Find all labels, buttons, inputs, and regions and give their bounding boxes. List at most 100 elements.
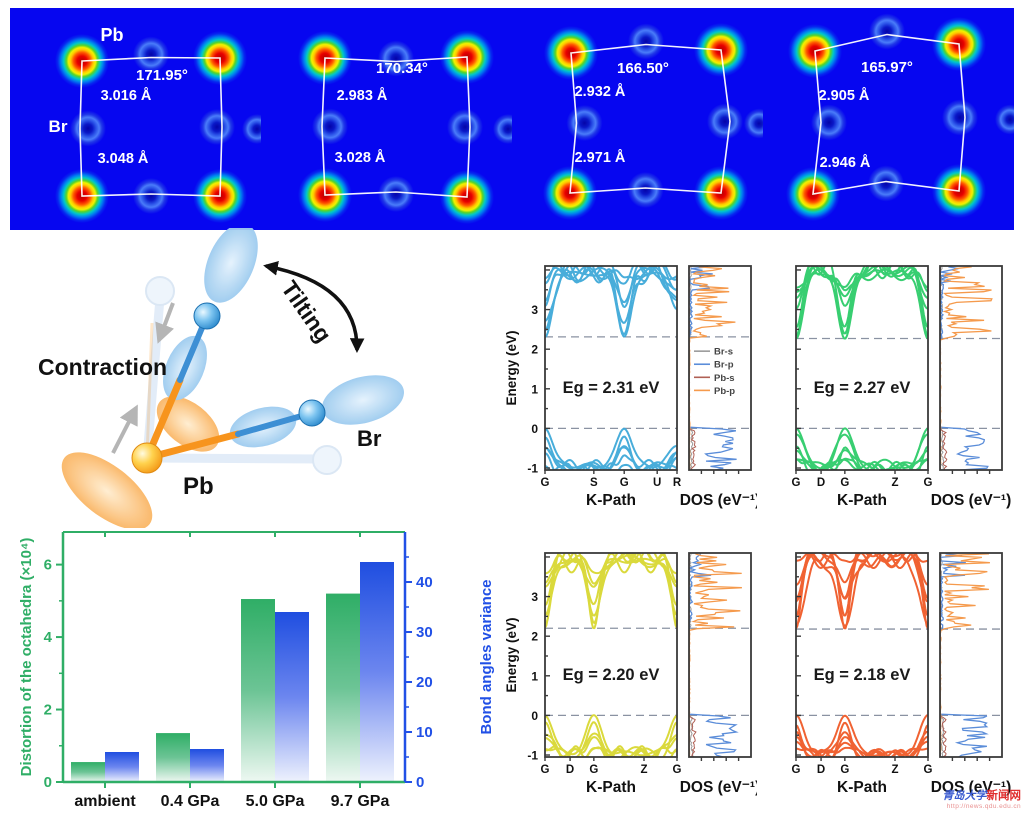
energy-tick-label: 1 — [531, 669, 538, 683]
pb-label: Pb — [183, 473, 214, 500]
br-atom-spot — [199, 109, 235, 145]
kpath-axis-title: K-Path — [586, 492, 636, 509]
band-structure-5.0GPa: -1 0 1 2 3 Energy (eV) G D G Z G K-Path DOS (eV⁻¹) Eg… — [504, 543, 760, 814]
charge-density-panel: Pb Br 171.95° 3.016 Å 3.048 Å — [10, 8, 261, 230]
left-axis-title: Distortion of the octahedra (×10⁴) — [18, 538, 35, 777]
energy-axis-title: Energy (eV) — [505, 617, 519, 692]
energy-tick-label: 1 — [531, 382, 538, 396]
kpoint-label: G — [589, 764, 598, 776]
charge-density-panel: 166.50° 2.932 Å 2.971 Å — [512, 8, 763, 230]
br-atom-spot — [312, 108, 348, 145]
br-atom-spot — [242, 114, 261, 144]
right-axis-tick-label: 30 — [416, 624, 433, 641]
kpoint-label: Z — [640, 764, 647, 776]
bond-length-top-label: 2.932 Å — [575, 83, 626, 100]
kpath-axis-title: K-Path — [837, 492, 887, 509]
bond-length-top-label: 2.905 Å — [819, 87, 870, 104]
br-atom-spot — [995, 104, 1014, 135]
kpoint-label: Z — [891, 477, 898, 489]
band-gap-label: Eg = 2.31 eV — [563, 379, 660, 397]
band-structure-0.4GPa: G D G Z G K-Path DOS (eV⁻¹) Eg = 2.27 eV — [772, 256, 1024, 528]
energy-tick-label: 3 — [531, 590, 538, 604]
energy-tick-label: 2 — [531, 630, 538, 644]
watermark: 青岛大学新闻网 http://news.qdu.edu.cn — [925, 787, 1022, 811]
pb-atom — [131, 442, 163, 474]
category-label: 0.4 GPa — [161, 793, 220, 810]
legend-label: Pb-s — [714, 373, 735, 384]
dos-curves — [940, 553, 990, 757]
br-text-label: Br — [49, 117, 68, 136]
kpoint-label: G — [840, 477, 849, 489]
octahedra-tilt-diagram: Contraction Tilting Br Pb — [38, 228, 405, 528]
right-axis-tick-label: 0 — [416, 774, 424, 791]
kpoint-label: G — [673, 764, 682, 776]
br-atom-spot — [70, 110, 106, 147]
octahedron-outline — [569, 43, 731, 194]
charge-density-panel: 165.97° 2.905 Å 2.946 Å — [763, 8, 1014, 230]
ghost-octahedron — [142, 276, 342, 475]
variance-bar — [105, 752, 139, 782]
right-axis-tick-label: 20 — [416, 674, 433, 691]
dos-axis-title: DOS (eV⁻¹) — [931, 492, 1012, 509]
energy-tick-label: -1 — [527, 462, 538, 476]
variance-bar — [190, 749, 224, 782]
br-atom-spot — [942, 99, 978, 136]
legend-label: Br-s — [714, 347, 733, 358]
bond-angle-label: 170.34° — [376, 60, 428, 77]
band-gap-label: Eg = 2.18 eV — [814, 666, 911, 684]
watermark-site-red: 新闻网 — [986, 790, 1022, 802]
kpoint-label: S — [590, 477, 598, 489]
kpoint-label: D — [817, 764, 825, 776]
left-axis-tick-label: 4 — [44, 629, 53, 646]
left-axis-tick-label: 6 — [44, 557, 52, 574]
category-label: 9.7 GPa — [331, 793, 390, 810]
contraction-arrows — [111, 302, 175, 454]
kpoint-label: G — [792, 477, 801, 489]
band-gap-label: Eg = 2.20 eV — [563, 666, 660, 684]
br-atom-spot — [811, 104, 847, 141]
kpoint-label: G — [792, 764, 801, 776]
octahedron-outline — [812, 33, 966, 195]
tilting-label: Tilting — [276, 276, 337, 347]
ghost-br-atom — [312, 445, 342, 475]
bond-length-bottom-label: 3.048 Å — [98, 150, 149, 167]
right-axis-title: Bond angles variance — [478, 579, 495, 734]
kpath-axis-title: K-Path — [586, 779, 636, 796]
kpoint-label: G — [541, 764, 550, 776]
kpoint-label: G — [620, 477, 629, 489]
br-atom — [298, 399, 326, 427]
band-structure-ambient: Br-s Br-p Pb-s Pb-p -1 0 1 2 3 Energy (eV) G S G U R K-… — [504, 256, 760, 528]
br-atom-spot — [707, 103, 743, 140]
br-atom-spot — [133, 36, 169, 73]
kpoint-label: Z — [891, 764, 898, 776]
left-axis-tick-label: 0 — [44, 774, 52, 791]
dos-curves — [689, 553, 742, 757]
variance-bar — [275, 612, 309, 782]
bond-length-top-label: 3.016 Å — [101, 87, 152, 104]
kpoint-label: D — [817, 477, 825, 489]
br-atom-spot — [566, 105, 603, 141]
energy-tick-label: 0 — [531, 422, 538, 436]
br-atom-spot — [744, 108, 763, 139]
contraction-label: Contraction — [38, 354, 167, 380]
br-atom-spot — [627, 172, 664, 208]
bond-angle-label: 166.50° — [617, 60, 669, 77]
kpoint-label: G — [840, 764, 849, 776]
kpoint-label: U — [653, 477, 661, 489]
dos-axis-title: DOS (eV⁻¹) — [680, 492, 757, 509]
br-atom-spot — [869, 13, 905, 50]
dos-curves — [940, 266, 993, 470]
distortion-bar — [326, 593, 360, 782]
energy-tick-label: -1 — [527, 749, 538, 763]
distortion-bar — [156, 733, 190, 782]
distortion-bar — [241, 599, 275, 782]
right-axis-tick-label: 10 — [416, 724, 433, 741]
kpoint-label: G — [541, 477, 550, 489]
kpoint-label: R — [673, 477, 682, 489]
bond-length-bottom-label: 2.971 Å — [575, 149, 626, 166]
distortion-bar-chart: 0 2 4 6 0 10 20 30 40 ambient 0.4 GPa 5.0 GPa 9.7 GP… — [18, 526, 508, 814]
dos-axis-title: DOS (eV⁻¹) — [680, 779, 757, 796]
kpoint-label: G — [924, 477, 933, 489]
energy-axis-title: Energy (eV) — [505, 330, 519, 405]
